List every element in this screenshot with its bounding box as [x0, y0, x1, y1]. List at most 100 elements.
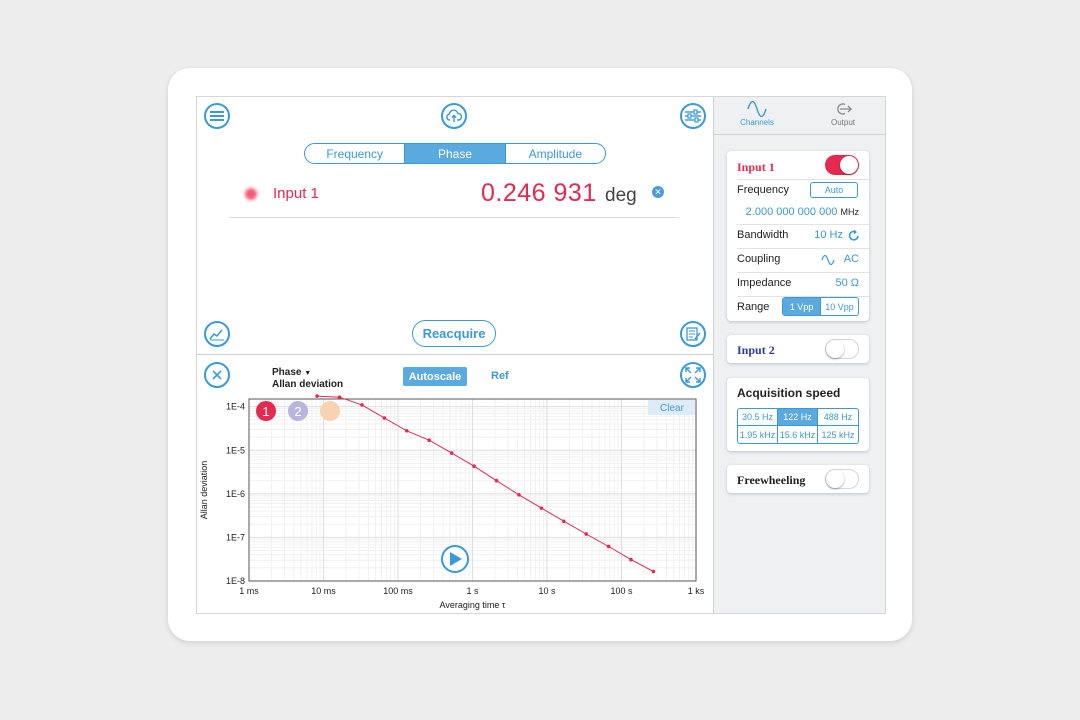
coupling-label: Coupling	[737, 253, 781, 265]
y-tick-label: 1E-6	[226, 489, 245, 499]
data-point	[337, 395, 342, 399]
ref-button[interactable]: Ref	[491, 370, 509, 382]
frequency-unit: MHz	[840, 207, 860, 217]
clear-button[interactable]	[648, 400, 695, 415]
trend-chart-icon	[209, 329, 224, 341]
autoscale-button[interactable]: Autoscale	[403, 367, 467, 386]
legend-marker[interactable]	[288, 401, 308, 421]
tab-channels-label: Channels	[740, 118, 774, 127]
x-tick-label: 100 s	[610, 586, 633, 596]
upload-button[interactable]	[441, 103, 467, 129]
channel-color-dot	[245, 188, 257, 200]
legend-marker[interactable]	[320, 401, 340, 421]
cloud-upload-icon	[446, 109, 462, 122]
impedance-value[interactable]: 50 Ω	[835, 277, 859, 289]
impedance-label: Impedance	[737, 277, 792, 289]
data-point	[651, 569, 656, 574]
input1-card: Input 1 Frequency Auto 2.000 000 000 000…	[727, 151, 869, 321]
side-tab-divider	[714, 134, 885, 135]
data-point	[404, 428, 409, 433]
tab-output-label: Output	[830, 118, 855, 127]
allan-deviation-chart[interactable]: 1 ms 10 ms 100 ms 1 s 10 s 100 s 1 ks 1E-4 1E-5 1…	[197, 387, 713, 613]
data-point	[427, 438, 431, 443]
plot-type-select[interactable]: Phase ▼ Allan deviation	[272, 367, 343, 390]
tab-frequency[interactable]: Frequency	[326, 146, 384, 161]
bandwidth-value[interactable]: 10 Hz	[814, 229, 843, 241]
speed-option[interactable]: 125 kHz	[821, 429, 855, 440]
chart-view-button[interactable]	[204, 321, 230, 347]
tab-amplitude[interactable]: Amplitude	[504, 144, 605, 163]
data-point	[382, 416, 387, 420]
x-tick-label: 1 s	[466, 586, 479, 596]
tab-channels[interactable]: Channels	[714, 97, 800, 133]
dropdown-arrow-icon: ▼	[304, 370, 312, 377]
measurement-tabs: Frequency Phase Amplitude	[304, 143, 606, 164]
plot-quantity: Phase	[272, 367, 302, 378]
freewheeling-card: Freewheeling	[727, 465, 869, 493]
frequency-auto-button[interactable]: Auto	[810, 182, 858, 198]
reacquire-button[interactable]: Reacquire	[412, 320, 496, 347]
expand-arrows-icon	[685, 367, 701, 383]
speed-option[interactable]: 15.6 kHz	[778, 426, 818, 443]
sliders-icon	[685, 109, 701, 123]
input2-toggle[interactable]	[825, 339, 859, 359]
data-point	[449, 451, 454, 455]
x-tick-label: 10 ms	[311, 586, 336, 596]
input1-toggle[interactable]	[825, 155, 859, 175]
speed-option[interactable]: 122 Hz	[778, 409, 818, 426]
notes-button[interactable]	[680, 321, 706, 347]
input2-card: Input 2	[727, 335, 869, 363]
data-point	[315, 394, 319, 398]
readout-divider	[229, 217, 679, 218]
menu-button[interactable]	[204, 103, 230, 129]
remove-readout-button[interactable]: ✕	[652, 186, 664, 198]
data-point	[360, 403, 364, 407]
range-selector: 1 Vpp 10 Vpp	[782, 297, 859, 316]
acquisition-speed-title: Acquisition speed	[737, 386, 841, 400]
legend-marker-label: 1	[262, 404, 269, 419]
coupling-value[interactable]: AC	[843, 253, 859, 265]
row-divider	[737, 248, 869, 249]
x-tick-label: 1 ms	[239, 586, 259, 596]
close-icon: ✕	[654, 186, 662, 197]
y-tick-label: 1E-5	[226, 445, 245, 455]
clear-button-label: Clear	[660, 403, 685, 414]
data-point	[494, 478, 499, 483]
tab-output[interactable]: Output	[800, 97, 885, 133]
freewheeling-title: Freewheeling	[737, 473, 806, 487]
plot-mode: Allan deviation	[272, 379, 344, 390]
speed-option[interactable]: 488 Hz	[818, 409, 858, 426]
legend-marker-label: 2	[294, 404, 301, 419]
speed-option[interactable]: 30.5 Hz	[738, 409, 778, 426]
data-point	[606, 544, 611, 549]
input2-title: Input 2	[737, 343, 775, 357]
range-option-1vpp[interactable]: 1 Vpp	[783, 298, 820, 315]
section-divider	[197, 354, 713, 355]
range-label: Range	[737, 301, 770, 313]
main-area: Frequency Phase Amplitude Input 1 0.246 …	[197, 97, 713, 613]
close-plot-button[interactable]	[204, 362, 230, 388]
toggle-knob	[826, 470, 844, 488]
fullscreen-button[interactable]	[680, 362, 706, 388]
x-tick-label: 10 s	[538, 586, 556, 596]
row-divider	[737, 296, 869, 297]
tab-phase[interactable]: Phase	[404, 144, 505, 163]
y-axis-label: Allan deviation	[199, 461, 209, 520]
x-tick-label: 100 ms	[383, 586, 413, 596]
app-screen: Frequency Phase Amplitude Input 1 0.246 …	[196, 96, 886, 614]
acquisition-speed-grid: 30.5 Hz 122 Hz 488 Hz 1.95 kHz 15.6 kHz …	[737, 408, 859, 444]
speed-option[interactable]: 1.95 kHz	[738, 426, 778, 443]
refresh-icon[interactable]	[848, 229, 860, 242]
freewheeling-toggle[interactable]	[825, 469, 859, 489]
data-point	[561, 519, 566, 524]
series-line	[317, 395, 654, 572]
range-option-10vpp[interactable]: 10 Vpp	[820, 298, 858, 315]
legend-marker[interactable]	[256, 401, 276, 421]
data-point	[629, 557, 633, 562]
frequency-value-row[interactable]: 2.000 000 000 000 MHz	[737, 206, 859, 218]
ac-wave-icon	[821, 255, 835, 265]
y-tick-label: 1E-7	[226, 532, 245, 542]
hamburger-menu-icon	[210, 111, 224, 121]
readout-unit: deg	[605, 185, 637, 206]
settings-button[interactable]	[680, 103, 706, 129]
